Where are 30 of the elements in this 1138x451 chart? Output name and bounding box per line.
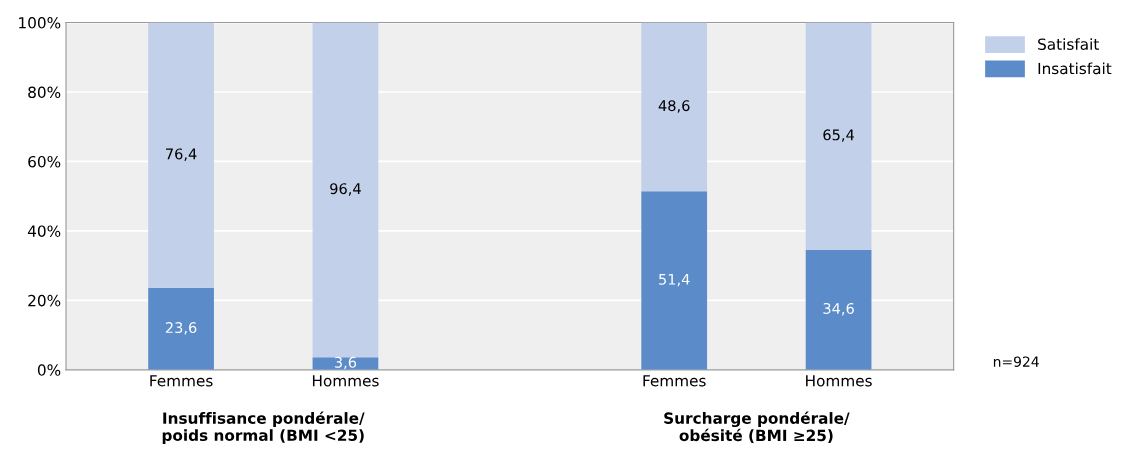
- text: n=924: [993, 356, 1039, 367]
- y-tick-label: 40%: [27, 225, 61, 237]
- bar: [312, 22, 379, 358]
- bar: [805, 22, 872, 250]
- data-label: 34,6: [823, 302, 854, 316]
- legend-label: Satisfait: [1038, 38, 1099, 50]
- data-label: 65,4: [823, 129, 854, 142]
- y-tick-label: 80%: [28, 86, 61, 99]
- x-tick-label: Hommes: [312, 375, 379, 387]
- bar: [805, 249, 872, 370]
- data-label: 23,6: [165, 322, 197, 335]
- x-tick-label: Femmes: [643, 375, 706, 387]
- text: Surcharge pondérale/ obésité (BMI ≥25): [664, 411, 850, 443]
- bar: [641, 191, 708, 370]
- data-label: 3,6: [334, 356, 357, 370]
- y-tick-label: 0%: [37, 364, 61, 376]
- data-label: 76,4: [166, 148, 197, 161]
- x-tick-label: Femmes: [150, 375, 213, 387]
- data-label: 51,4: [659, 273, 690, 287]
- bar: [148, 287, 214, 370]
- bar: [148, 22, 214, 288]
- text: Insuffisance pondérale/ poids normal (BMI <25): [162, 411, 365, 444]
- data-label: 96,4: [330, 183, 361, 196]
- data-label: 48,6: [658, 100, 690, 113]
- y-tick-label: 100%: [19, 17, 61, 29]
- legend-label: Insatisfait: [1038, 62, 1112, 75]
- x-tick-label: Hommes: [806, 375, 872, 387]
- y-tick-label: 20%: [28, 294, 61, 307]
- y-tick-label: 60%: [28, 155, 61, 168]
- bar: [641, 22, 708, 192]
